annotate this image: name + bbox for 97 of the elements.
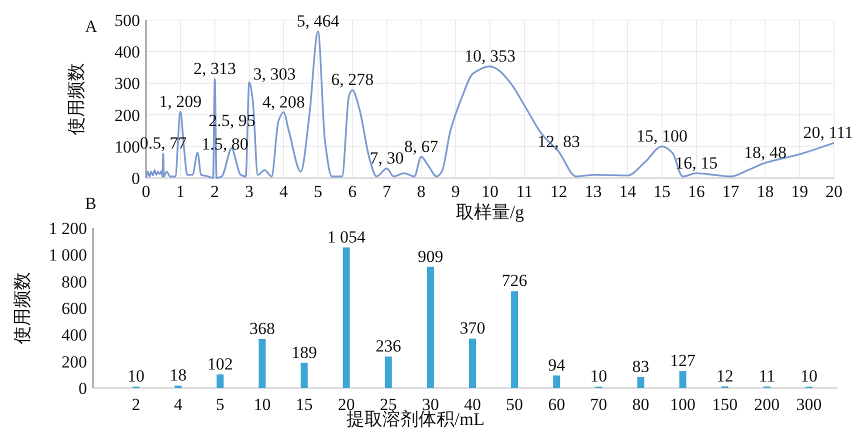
y-tick-label: 1 000 bbox=[48, 246, 87, 265]
x-tick-label: 15 bbox=[654, 182, 670, 201]
bar bbox=[426, 266, 434, 388]
data-label: 83 bbox=[632, 356, 650, 376]
x-tick-label: 6 bbox=[348, 182, 357, 201]
x-tick-label: 100 bbox=[670, 395, 696, 414]
x-tick-label: 5 bbox=[314, 182, 322, 201]
x-tick-label: 60 bbox=[548, 395, 566, 414]
y-tick-label: 600 bbox=[62, 299, 87, 318]
y-tick-label: 100 bbox=[114, 137, 140, 156]
x-tick-label: 20 bbox=[826, 182, 842, 201]
x-tick-label: 5 bbox=[216, 395, 224, 414]
data-label: 18 bbox=[170, 366, 187, 385]
annotation: 6, 278 bbox=[331, 70, 374, 90]
annotation: 2.5, 95 bbox=[208, 110, 256, 130]
data-label: 10 bbox=[128, 366, 145, 386]
y-tick-label: 1 200 bbox=[48, 219, 87, 238]
x-tick-label: 3 bbox=[244, 182, 254, 201]
x-tick-label: 15 bbox=[296, 395, 313, 414]
y-tick-label: 0 bbox=[78, 379, 87, 398]
data-label: 10 bbox=[800, 366, 818, 386]
data-label: 127 bbox=[670, 351, 696, 370]
annotation: 15, 100 bbox=[636, 126, 688, 146]
data-label: 10 bbox=[590, 366, 608, 386]
annotation: 18, 48 bbox=[744, 142, 786, 162]
data-label: 1 054 bbox=[327, 227, 366, 246]
x-tick-label: 9 bbox=[451, 182, 460, 201]
bar bbox=[511, 291, 518, 388]
x-tick-label: 1 bbox=[176, 182, 185, 201]
annotation: 1, 209 bbox=[159, 92, 202, 111]
bar bbox=[342, 247, 350, 388]
y-tick-label: 200 bbox=[114, 106, 140, 125]
y-tick-label: 400 bbox=[114, 42, 140, 62]
x-tick-label: 10 bbox=[482, 182, 498, 201]
x-tick-label: 14 bbox=[619, 182, 637, 201]
y-tick-label: 300 bbox=[114, 74, 140, 94]
annotation: 20, 111 bbox=[803, 122, 853, 142]
x-tick-label: 7 bbox=[382, 182, 392, 201]
chart-title: B bbox=[85, 194, 96, 213]
x-tick-label: 2 bbox=[132, 395, 140, 414]
data-label: 368 bbox=[249, 318, 275, 338]
x-tick-label: 4 bbox=[279, 182, 288, 201]
annotation: 16, 15 bbox=[675, 153, 718, 172]
x-tick-label: 19 bbox=[791, 182, 808, 201]
x-tick-label: 8 bbox=[416, 182, 426, 201]
annotation: 2, 313 bbox=[194, 59, 236, 78]
bar bbox=[384, 356, 392, 388]
bar bbox=[300, 362, 308, 388]
data-label: 94 bbox=[548, 355, 566, 374]
bar bbox=[469, 338, 476, 388]
x-axis-title: 取样量/g bbox=[456, 202, 524, 222]
x-tick-label: 200 bbox=[754, 395, 780, 414]
data-label: 11 bbox=[758, 366, 776, 386]
annotation: 12, 83 bbox=[538, 132, 580, 151]
chart-title: A bbox=[85, 17, 98, 36]
bar bbox=[637, 376, 644, 388]
annotation: 0.5, 77 bbox=[140, 134, 188, 153]
x-tick-label: 50 bbox=[506, 395, 524, 414]
bar bbox=[679, 371, 686, 388]
data-label: 189 bbox=[292, 342, 318, 362]
x-tick-label: 150 bbox=[712, 395, 738, 414]
y-tick-label: 400 bbox=[62, 326, 87, 345]
data-label: 12 bbox=[716, 366, 734, 386]
annotation: 8, 67 bbox=[404, 136, 439, 156]
x-tick-label: 18 bbox=[756, 182, 774, 201]
annotation: 4, 208 bbox=[262, 92, 305, 112]
bar bbox=[553, 375, 560, 388]
x-tick-label: 80 bbox=[632, 395, 650, 414]
x-tick-label: 12 bbox=[550, 182, 568, 201]
bar bbox=[258, 338, 266, 388]
annotation: 5, 464 bbox=[296, 11, 340, 30]
bar bbox=[216, 374, 224, 388]
x-tick-label: 11 bbox=[516, 182, 533, 201]
annotation: 7, 30 bbox=[370, 148, 404, 168]
y-axis-title: 使用频数 bbox=[12, 272, 32, 344]
x-tick-label: 4 bbox=[174, 395, 183, 414]
y-axis-title: 使用频数 bbox=[66, 63, 86, 135]
x-tick-label: 10 bbox=[254, 395, 271, 414]
x-tick-label: 40 bbox=[464, 395, 481, 414]
y-tick-label: 800 bbox=[62, 272, 87, 292]
x-tick-label: 17 bbox=[722, 182, 740, 201]
y-tick-label: 500 bbox=[114, 11, 140, 30]
annotation: 10, 353 bbox=[464, 46, 516, 66]
data-label: 726 bbox=[502, 271, 528, 290]
x-tick-label: 70 bbox=[590, 395, 608, 414]
data-label: 236 bbox=[376, 336, 402, 356]
x-tick-label: 2 bbox=[210, 182, 220, 201]
annotation: 3, 303 bbox=[253, 64, 296, 84]
y-tick-label: 0 bbox=[132, 169, 140, 188]
y-tick-label: 200 bbox=[62, 352, 87, 372]
data-label: 370 bbox=[460, 318, 486, 338]
x-tick-label: 16 bbox=[688, 182, 705, 201]
data-label: 909 bbox=[418, 246, 444, 266]
annotation: 1.5, 80 bbox=[202, 134, 248, 154]
data-label: 102 bbox=[207, 354, 233, 374]
x-tick-label: 300 bbox=[796, 395, 822, 414]
x-tick-label: 13 bbox=[584, 182, 602, 201]
